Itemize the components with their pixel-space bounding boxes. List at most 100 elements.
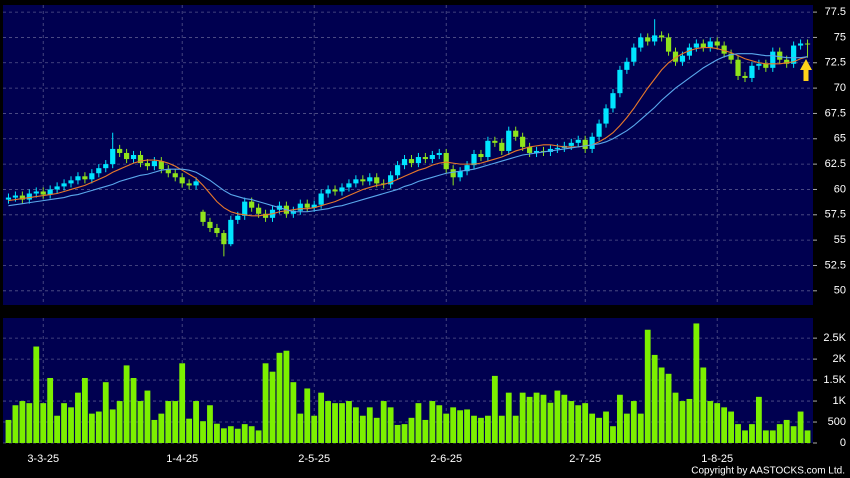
y-tick-label: 52.5	[825, 259, 846, 271]
volume-bar	[227, 426, 234, 443]
candle-body	[332, 189, 338, 192]
moving-average-line	[8, 47, 808, 217]
candle-body	[103, 164, 109, 169]
volume-bar	[75, 392, 81, 443]
candle-body	[735, 59, 741, 76]
volume-bar	[693, 323, 700, 443]
candle-body	[304, 203, 310, 208]
candle-body	[721, 45, 727, 54]
candle-body	[679, 55, 686, 62]
y-tick-label: 55	[834, 234, 846, 246]
candle-body	[374, 177, 380, 184]
candle-body	[228, 219, 234, 245]
candle-body	[89, 173, 95, 180]
volume-bar	[485, 415, 491, 443]
y-tick-label: 77.5	[825, 6, 846, 18]
volume-bar	[304, 388, 311, 443]
volume-bar	[776, 424, 783, 443]
volume-bar	[700, 367, 707, 443]
volume-bar	[179, 363, 186, 443]
volume-bar	[82, 377, 88, 443]
volume-bar	[505, 392, 512, 443]
candle-body	[158, 161, 164, 170]
candle-body	[464, 165, 470, 172]
candle-body	[589, 136, 595, 149]
candle-body	[353, 179, 359, 184]
volume-bar	[498, 415, 505, 443]
volume-bar	[714, 403, 721, 443]
candle-body	[47, 189, 53, 195]
x-tick-label: 2-6-25	[430, 453, 462, 465]
volume-bar	[471, 415, 477, 443]
volume-bar	[207, 405, 213, 443]
candle-body	[422, 157, 428, 160]
volume-bar	[742, 430, 748, 443]
candle-body	[652, 35, 658, 42]
candle-body	[610, 93, 616, 109]
volume-bar	[610, 426, 616, 443]
volume-bar	[276, 352, 283, 443]
volume-bar	[165, 401, 172, 443]
volume-bar	[200, 421, 206, 443]
volume-bar	[47, 377, 54, 443]
volume-bar	[109, 409, 116, 443]
candle-body	[582, 139, 588, 149]
y-tick-label: 1K	[833, 395, 847, 407]
candle-body	[367, 177, 373, 182]
volume-bar	[679, 401, 686, 443]
candle-body	[575, 139, 581, 143]
candle-body	[568, 142, 574, 146]
candle-body	[471, 153, 477, 166]
volume-bar	[102, 382, 109, 443]
x-tick-label: 1-8-25	[701, 453, 733, 465]
candle-body	[707, 41, 713, 48]
volume-bar	[436, 405, 443, 443]
volume-bar	[783, 419, 790, 443]
candle-body	[221, 233, 227, 245]
candle-body	[429, 155, 435, 160]
candle-body	[26, 193, 32, 200]
volume-bar	[672, 392, 679, 443]
candle-body	[791, 45, 797, 64]
volume-bar	[686, 398, 693, 443]
volume-bar	[12, 405, 19, 443]
volume-bar	[804, 430, 811, 443]
volume-bar	[26, 403, 33, 443]
volume-bar	[568, 401, 575, 443]
candle-body	[756, 63, 762, 66]
marker-arrow	[800, 59, 812, 81]
candle-body	[492, 140, 498, 143]
candle-body	[672, 51, 679, 62]
candle-body	[311, 204, 317, 208]
volume-bar	[137, 401, 144, 443]
candle-body	[262, 213, 269, 218]
candle-body	[624, 61, 630, 70]
volume-bar	[283, 350, 290, 443]
volume-bar	[665, 373, 672, 443]
candle-body	[130, 155, 137, 160]
candle-body	[249, 201, 255, 208]
volume-bar	[554, 390, 561, 443]
candle-body	[450, 169, 456, 178]
volume-bar	[797, 411, 804, 443]
volume-bar	[248, 426, 255, 443]
candle-body	[638, 37, 644, 48]
candle-body	[5, 197, 12, 200]
volume-bar	[762, 430, 769, 443]
candle-body	[179, 177, 185, 184]
volume-bar	[352, 407, 359, 443]
moving-average-line	[8, 53, 808, 213]
candle-body	[700, 43, 706, 48]
candle-body	[235, 215, 241, 220]
x-tick-label: 1-4-25	[166, 453, 198, 465]
candle-body	[200, 211, 206, 222]
volume-bar	[255, 430, 262, 443]
candle-body	[763, 63, 769, 68]
candle-body	[770, 51, 776, 68]
candle-body	[256, 207, 262, 214]
volume-bar	[575, 405, 582, 443]
candle-body	[110, 148, 116, 165]
candle-body	[617, 69, 623, 94]
volume-bar	[408, 417, 415, 443]
